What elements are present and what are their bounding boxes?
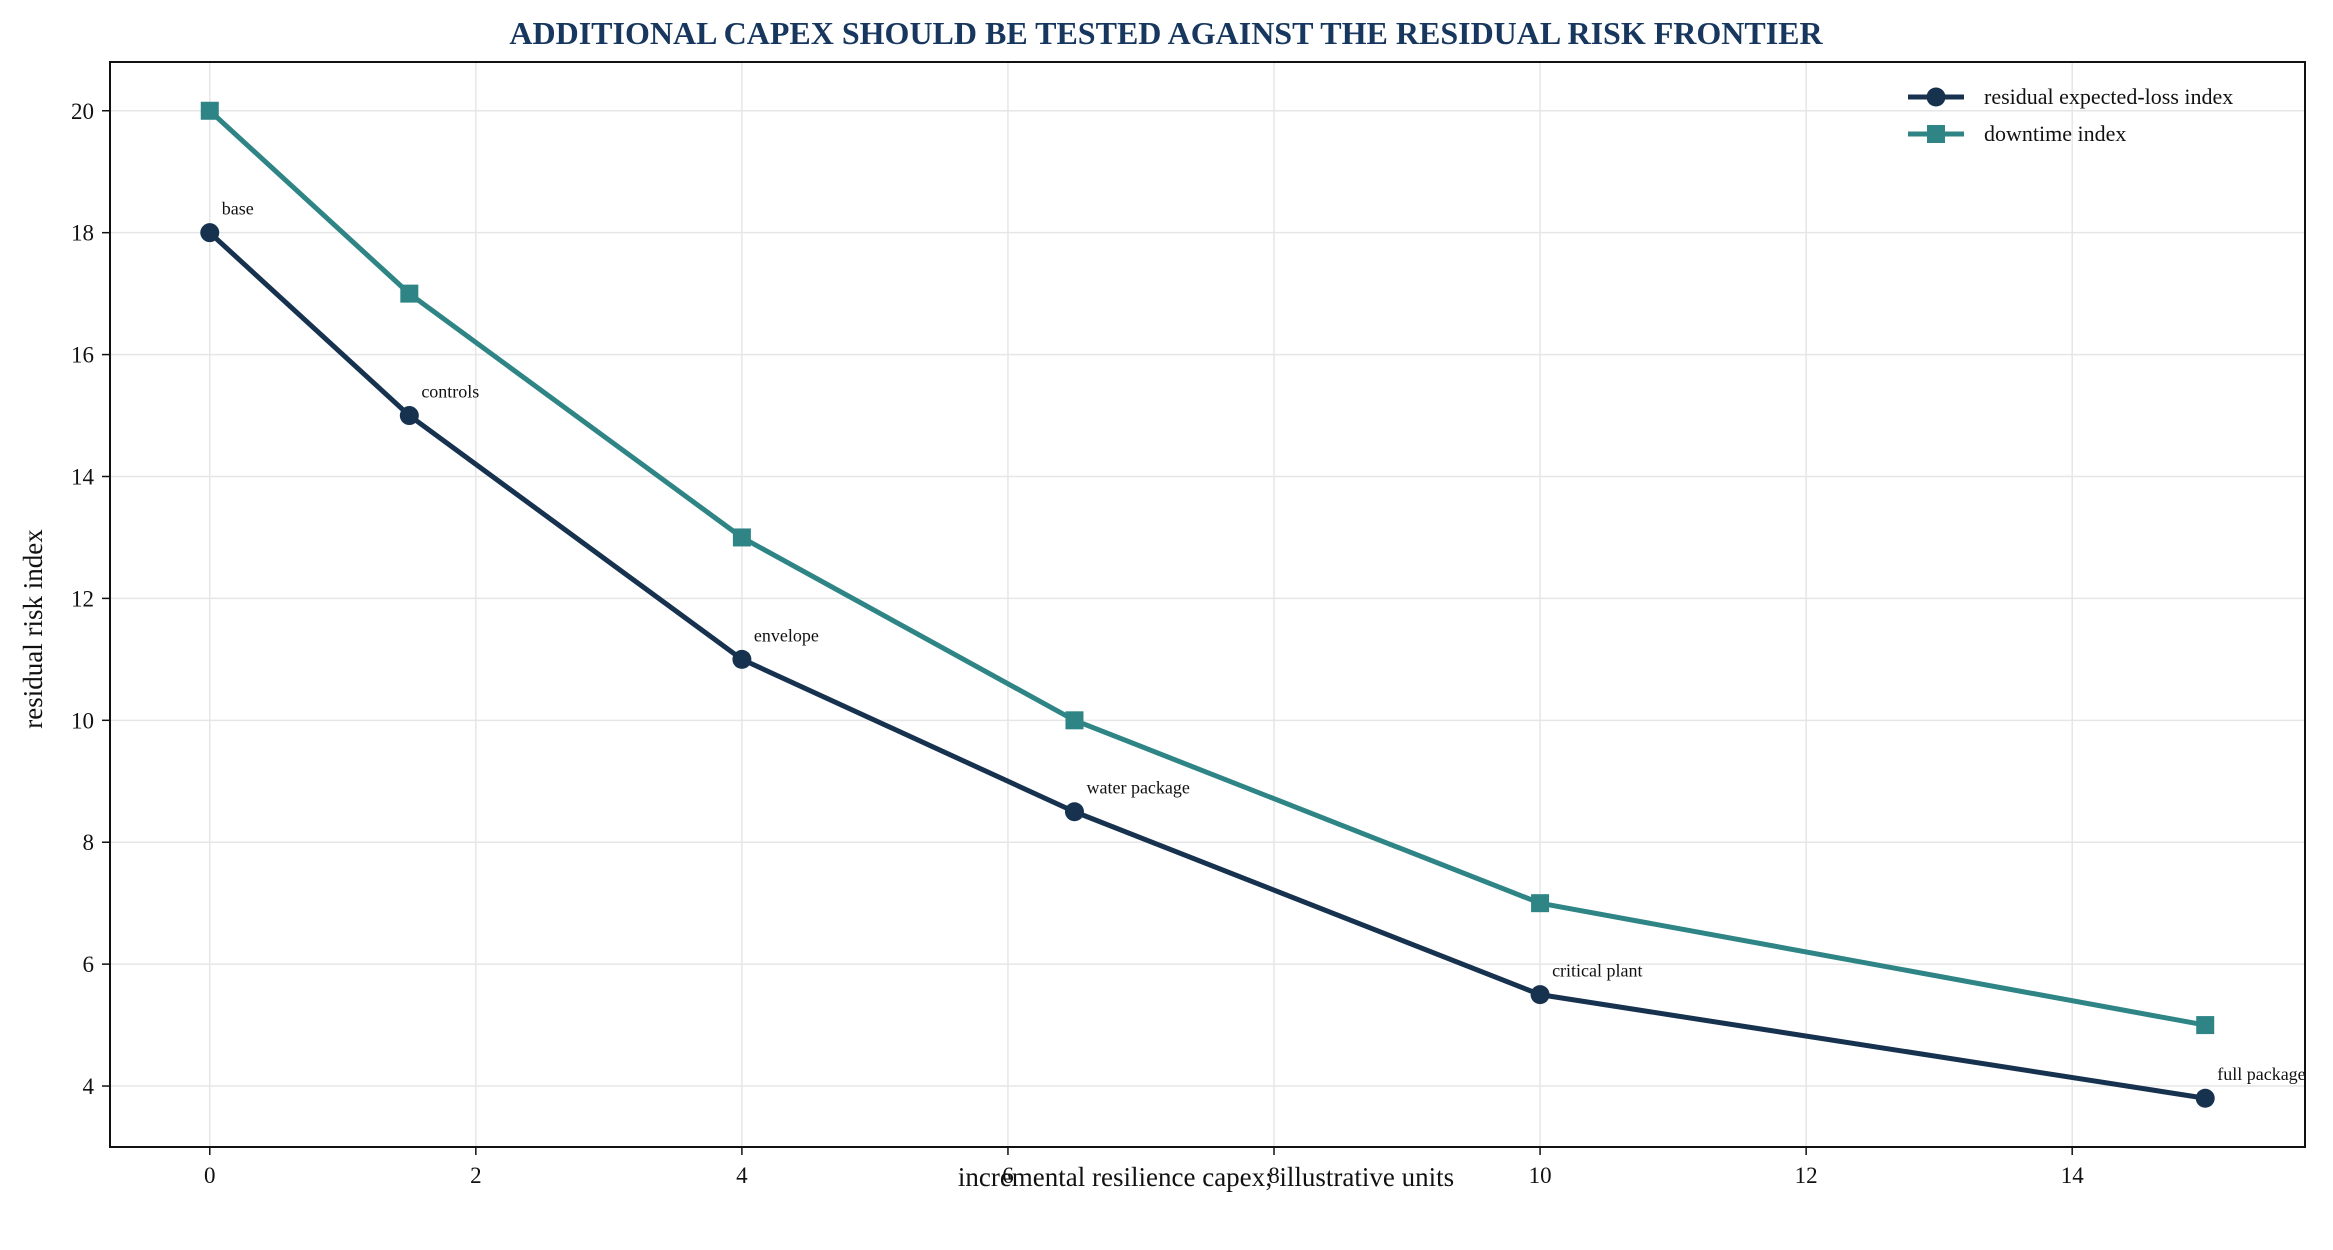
point-annotation: envelope <box>754 625 819 645</box>
data-point <box>200 223 220 243</box>
x-tick-label: 12 <box>1795 1163 1818 1188</box>
series-line <box>207 230 2208 1101</box>
point-annotation: controls <box>421 382 479 402</box>
point-annotation: base <box>222 199 254 219</box>
data-point <box>400 284 419 303</box>
data-point <box>1531 894 1550 913</box>
y-tick-label: 4 <box>83 1074 95 1099</box>
y-tick-label: 10 <box>71 708 94 733</box>
x-tick-label: 0 <box>204 1163 216 1188</box>
data-point <box>732 528 751 547</box>
legend-marker <box>1926 87 1946 107</box>
data-point <box>2196 1016 2215 1035</box>
data-point <box>1530 985 1550 1005</box>
x-tick-label: 8 <box>1268 1163 1280 1188</box>
data-point <box>1064 802 1084 822</box>
point-annotation: critical plant <box>1552 961 1642 981</box>
x-tick-label: 4 <box>736 1163 748 1188</box>
legend-label: downtime index <box>1984 121 2126 146</box>
plot-area-frame <box>109 61 2306 1148</box>
y-tick-label: 6 <box>83 952 95 977</box>
x-axis-label: incremental resilience capex; illustrati… <box>958 1162 1454 1192</box>
chart-title: ADDITIONAL CAPEX SHOULD BE TESTED AGAINS… <box>509 15 1823 51</box>
legend-label: residual expected-loss index <box>1984 84 2233 109</box>
data-point <box>399 406 419 426</box>
x-tick-label: 14 <box>2061 1163 2085 1188</box>
series-1 <box>200 223 2215 1108</box>
data-point <box>200 101 219 120</box>
x-tick-label: 2 <box>470 1163 482 1188</box>
y-tick-label: 12 <box>71 586 94 611</box>
x-tick-label: 10 <box>1529 1163 1552 1188</box>
data-point <box>732 649 752 669</box>
axis-ticks: 0 2 4 6 8 10 12 14 4 6 8 10 12 14 16 18 20 <box>71 99 2084 1188</box>
legend-item: downtime index <box>1908 121 2126 146</box>
series-layer <box>200 101 2215 1108</box>
legend-item: residual expected-loss index <box>1908 84 2233 109</box>
y-tick-label: 20 <box>71 99 94 124</box>
x-tick-label: 6 <box>1002 1163 1014 1188</box>
y-axis-label: residual risk index <box>18 529 48 729</box>
data-point <box>1065 711 1084 730</box>
legend: residual expected-loss index downtime ind… <box>1908 84 2233 146</box>
y-tick-label: 14 <box>71 464 95 489</box>
series-line <box>207 108 2208 1028</box>
annotations: base controls envelope water package critica… <box>222 199 2306 1085</box>
data-point <box>2195 1088 2215 1108</box>
grid <box>110 62 2305 1147</box>
y-tick-label: 18 <box>71 221 94 246</box>
y-tick-label: 8 <box>83 830 95 855</box>
legend-marker <box>1927 125 1945 143</box>
y-tick-label: 16 <box>71 343 94 368</box>
point-annotation: full package <box>2217 1064 2305 1084</box>
series-2 <box>200 101 2215 1035</box>
point-annotation: water package <box>1086 778 1189 798</box>
